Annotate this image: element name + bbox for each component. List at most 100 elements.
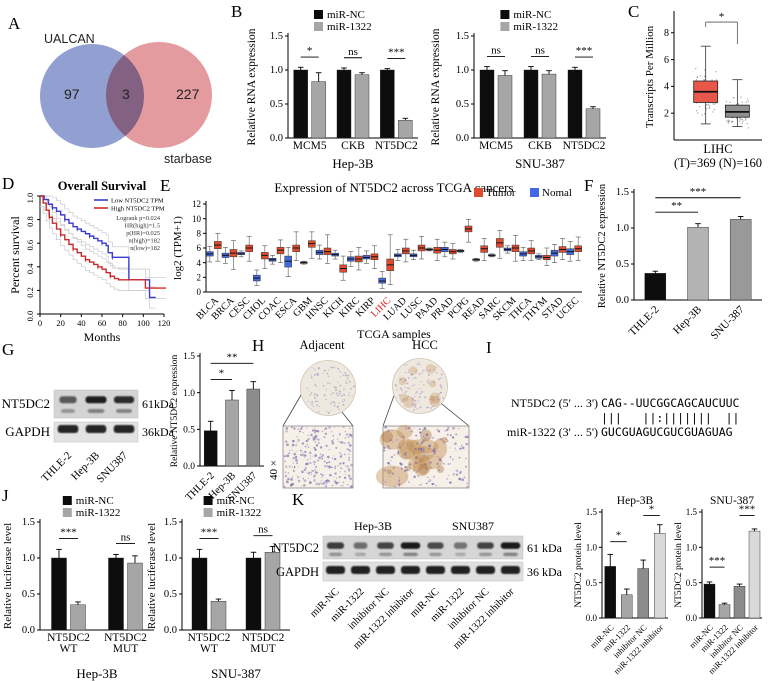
svg-text:61kDa: 61kDa bbox=[142, 397, 175, 411]
svg-text:n(low)=182: n(low)=182 bbox=[130, 245, 160, 252]
svg-text:Transcripts Per Million: Transcripts Per Million bbox=[644, 25, 656, 128]
svg-text:20: 20 bbox=[56, 318, 65, 328]
ihc-hcc-label: HCC bbox=[412, 338, 438, 352]
svg-text:**: ** bbox=[227, 351, 238, 363]
svg-text:GAPDH: GAPDH bbox=[5, 424, 50, 439]
svg-text:miR-1322: miR-1322 bbox=[217, 507, 262, 519]
svg-text:*: * bbox=[649, 504, 655, 516]
svg-text:**: ** bbox=[671, 200, 682, 212]
svg-text:61 kDa: 61 kDa bbox=[527, 541, 563, 555]
venn-right-circle bbox=[106, 42, 212, 148]
svg-text:0.8: 0.8 bbox=[25, 216, 35, 227]
venn-left-label: UALCAN bbox=[44, 32, 95, 46]
panel-d-label: D bbox=[2, 174, 15, 193]
svg-text:1.0: 1.0 bbox=[164, 553, 177, 564]
panel-c-label: C bbox=[628, 2, 640, 21]
svg-text:NT5DC2: NT5DC2 bbox=[375, 140, 418, 152]
svg-text:***: *** bbox=[201, 527, 218, 539]
svg-text:0.0: 0.0 bbox=[686, 613, 698, 623]
svg-text:ns: ns bbox=[258, 524, 268, 536]
svg-text:0: 0 bbox=[38, 318, 42, 328]
svg-text:0.5: 0.5 bbox=[164, 589, 177, 600]
svg-text:miR-1322: miR-1322 bbox=[327, 21, 372, 33]
chart-luciferase-hep3b: 0.0 0.5 1.0 1.5 Relative luciferase level ***… bbox=[2, 492, 160, 681]
svg-text:miR-NC: miR-NC bbox=[513, 9, 551, 21]
svg-text:MUT: MUT bbox=[250, 643, 276, 655]
svg-text:100: 100 bbox=[137, 318, 150, 328]
svg-text:0.0: 0.0 bbox=[586, 613, 598, 623]
nt5dc2-seq-label: NT5DC2 (5' ... 3') bbox=[511, 396, 598, 410]
chart-qpcr-snu387: 0.0 0.5 1.0 1.5 Relative RNA expression ns ns *… bbox=[430, 6, 612, 177]
panel-h-label: H bbox=[252, 336, 265, 355]
svg-text:0.5: 0.5 bbox=[586, 578, 598, 588]
svg-text:*: * bbox=[307, 45, 313, 57]
svg-text:THLE-2: THLE-2 bbox=[39, 450, 74, 485]
nt5dc2-sequence: CAG--UUCGGCAGCAUCUUC bbox=[601, 396, 740, 410]
panel-k-label: K bbox=[292, 490, 305, 509]
svg-text:1.5: 1.5 bbox=[686, 507, 698, 517]
svg-text:CKB: CKB bbox=[528, 140, 552, 152]
svg-text:***: *** bbox=[576, 45, 593, 57]
svg-text:Hep-3B: Hep-3B bbox=[76, 666, 117, 681]
svg-text:1.0: 1.0 bbox=[616, 223, 629, 234]
svg-text:0.5: 0.5 bbox=[456, 99, 469, 110]
svg-text:miR-NC: miR-NC bbox=[217, 495, 255, 507]
svg-text:ns: ns bbox=[535, 44, 545, 56]
svg-text:log2 (TPM+1): log2 (TPM+1) bbox=[172, 216, 184, 280]
panel-g-label: G bbox=[2, 340, 15, 359]
svg-text:Percent survival: Percent survival bbox=[8, 216, 22, 294]
svg-text:4: 4 bbox=[664, 82, 669, 93]
svg-text:NT5DC2 protein level: NT5DC2 protein level bbox=[574, 522, 584, 608]
svg-text:***: *** bbox=[739, 504, 756, 516]
svg-text:Overall Survival: Overall Survival bbox=[58, 179, 147, 193]
svg-text:1.0: 1.0 bbox=[270, 65, 283, 76]
svg-text:SNU-387: SNU-387 bbox=[515, 156, 565, 171]
svg-text:NT5DC2 protein level: NT5DC2 protein level bbox=[674, 522, 684, 608]
panel-b-label: B bbox=[231, 2, 243, 21]
svg-text:0.5: 0.5 bbox=[22, 589, 35, 600]
svg-text:Hep-3B: Hep-3B bbox=[354, 519, 392, 533]
svg-text:n(high)=182: n(high)=182 bbox=[128, 238, 160, 245]
svg-text:NT5DC2: NT5DC2 bbox=[563, 140, 606, 152]
svg-text:NT5DC2: NT5DC2 bbox=[188, 632, 231, 644]
svg-text:8: 8 bbox=[664, 28, 669, 39]
svg-text:*: * bbox=[219, 367, 225, 379]
svg-text:0.0: 0.0 bbox=[25, 311, 35, 322]
svg-text:*: * bbox=[719, 11, 725, 23]
svg-text:miR-NC: miR-NC bbox=[327, 9, 365, 21]
svg-text:6: 6 bbox=[197, 243, 202, 253]
svg-text:0.5: 0.5 bbox=[686, 578, 698, 588]
svg-text:2: 2 bbox=[664, 108, 669, 119]
svg-text:TCGA samples: TCGA samples bbox=[357, 327, 431, 341]
svg-text:Relative NT5DC2 expression: Relative NT5DC2 expression bbox=[170, 355, 180, 468]
svg-text:12: 12 bbox=[192, 199, 201, 209]
venn-left-count: 97 bbox=[64, 86, 80, 102]
chart-qpcr-hep3b: 0.0 0.5 1.0 1.5 Relative RNA expression * ns **… bbox=[246, 6, 424, 177]
alignment-match-line: ||| ||:||||||| || bbox=[601, 411, 740, 425]
svg-text:NT5DC2: NT5DC2 bbox=[2, 396, 50, 411]
svg-text:1.5: 1.5 bbox=[22, 517, 35, 528]
western-blot-mir1322: Hep-3B SNU387 NT5DC2 61 kDa GAPDH 36 kDa miR-N… bbox=[268, 500, 570, 681]
svg-text:SNU-387: SNU-387 bbox=[211, 666, 261, 681]
svg-text:NT5DC2: NT5DC2 bbox=[47, 632, 90, 644]
svg-text:0.0: 0.0 bbox=[22, 625, 35, 636]
svg-text:***: *** bbox=[709, 555, 726, 567]
chart-tcga-boxplot: 0 2 4 6 8 10 12 log2 (TPM+1) Expression of NT5DC… bbox=[172, 180, 584, 347]
svg-text:SNU387: SNU387 bbox=[94, 449, 130, 485]
svg-text:MCM5: MCM5 bbox=[293, 140, 327, 152]
svg-text:120: 120 bbox=[158, 318, 171, 328]
western-blot-cell-lines: NT5DC2 61kDa GAPDH 36kDa THLE-2 Hep-3B SNU387 bbox=[2, 382, 187, 522]
panel-a-label: A bbox=[8, 14, 21, 33]
svg-text:***: *** bbox=[690, 186, 707, 198]
svg-text:10: 10 bbox=[192, 214, 202, 224]
svg-text:1.5: 1.5 bbox=[164, 517, 177, 528]
panel-e-label: E bbox=[160, 176, 171, 195]
svg-text:1.0: 1.0 bbox=[183, 389, 195, 399]
mir1322-sequence: GUCGUAGUCGUCGUAGUAG bbox=[601, 425, 733, 439]
svg-text:0.4: 0.4 bbox=[25, 263, 35, 274]
svg-text:ns: ns bbox=[348, 46, 358, 58]
svg-text:(T)=369 (N)=160: (T)=369 (N)=160 bbox=[674, 156, 762, 170]
svg-text:Hep-3B: Hep-3B bbox=[332, 156, 373, 171]
svg-text:0: 0 bbox=[197, 287, 202, 297]
chart-survival-km: 0.0 0.2 0.4 0.6 0.8 1.0 0 20 40 60 80 100 120 Overall… bbox=[8, 179, 171, 349]
